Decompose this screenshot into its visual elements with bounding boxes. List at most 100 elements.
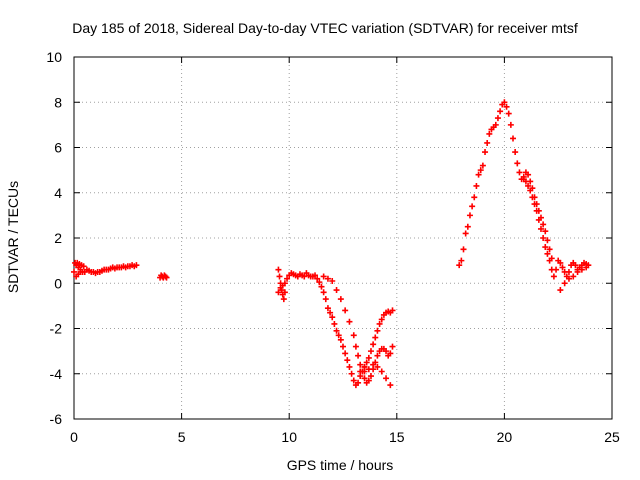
data-point	[505, 110, 512, 117]
data-point	[561, 280, 568, 287]
data-point	[280, 296, 287, 303]
data-point	[378, 368, 385, 375]
data-point	[574, 268, 581, 275]
data-point	[333, 287, 340, 294]
data-point	[514, 160, 521, 167]
data-point	[464, 223, 471, 230]
data-point	[370, 341, 377, 348]
data-point	[542, 228, 549, 235]
data-point	[342, 350, 349, 357]
data-point	[365, 354, 372, 361]
data-point	[350, 377, 357, 384]
series-segment-midday	[275, 266, 396, 389]
data-point	[486, 130, 493, 137]
data-point	[275, 289, 282, 296]
data-point	[374, 327, 381, 334]
data-point	[374, 363, 381, 370]
data-point	[387, 350, 394, 357]
data-point	[331, 320, 338, 327]
data-point	[324, 275, 331, 282]
data-point	[466, 212, 473, 219]
data-point	[507, 121, 514, 128]
data-point	[348, 370, 355, 377]
data-point	[540, 235, 547, 241]
data-point	[163, 274, 170, 281]
data-point	[469, 203, 476, 210]
x-tick-label: 5	[178, 429, 186, 445]
data-point	[383, 348, 390, 355]
data-point	[559, 264, 566, 271]
data-point	[378, 316, 385, 323]
data-point	[342, 307, 349, 314]
data-point	[546, 246, 553, 253]
data-point	[77, 268, 84, 275]
chart-title: Day 185 of 2018, Sidereal Day-to-day VTE…	[72, 20, 578, 36]
y-tick-label: 8	[54, 94, 62, 110]
data-point	[363, 359, 370, 366]
data-point	[329, 277, 336, 284]
axes	[73, 56, 613, 420]
data-point	[281, 289, 288, 296]
y-tick-label: 4	[54, 185, 62, 201]
data-point	[533, 201, 540, 208]
data-point	[550, 273, 557, 280]
data-point	[281, 280, 288, 287]
data-point	[337, 336, 344, 343]
data-point	[503, 103, 510, 110]
data-point	[374, 352, 381, 359]
data-point	[275, 266, 282, 273]
data-point	[329, 314, 336, 321]
data-point	[324, 305, 331, 312]
data-point	[548, 255, 555, 262]
data-point	[367, 348, 374, 355]
y-tick-label: 10	[46, 49, 62, 65]
data-point	[340, 343, 346, 350]
data-point	[372, 334, 379, 341]
x-tick-label: 15	[389, 429, 405, 445]
tick-labels: 0 5 10 15 20 25 -6 -4 -2 0 2 4 6 8 10	[46, 49, 620, 445]
data-point	[333, 327, 340, 334]
data-point	[492, 121, 499, 128]
data-point	[350, 332, 357, 339]
data-point	[312, 272, 319, 279]
data-point	[516, 169, 523, 176]
data-point	[557, 287, 564, 294]
data-point	[344, 357, 351, 364]
data-point	[553, 266, 560, 273]
data-point	[327, 309, 334, 316]
data-point	[460, 246, 467, 253]
data-point	[542, 244, 549, 251]
data-point	[361, 375, 368, 382]
data-point	[346, 318, 353, 325]
y-tick-label: -4	[50, 366, 63, 382]
data-point	[133, 262, 140, 269]
series-segment-early-morning	[71, 259, 140, 280]
data-point	[365, 366, 372, 373]
data-point	[565, 268, 572, 275]
data-point	[367, 373, 374, 380]
data-point	[462, 230, 469, 237]
data-point	[572, 262, 579, 269]
data-point	[477, 167, 484, 174]
data-point	[527, 178, 534, 185]
data-point	[471, 194, 478, 201]
data-point	[318, 283, 325, 290]
data-point	[525, 171, 532, 178]
data-point	[512, 149, 519, 156]
data-point	[544, 250, 551, 257]
data-point	[276, 273, 283, 280]
data-point	[570, 273, 577, 280]
data-point	[162, 273, 169, 280]
data-point	[365, 377, 372, 384]
data-point	[540, 221, 547, 228]
data-point	[497, 108, 504, 115]
y-tick-label: 2	[54, 230, 62, 246]
data-point	[484, 139, 491, 146]
data-point	[578, 266, 585, 273]
data-point	[355, 379, 362, 386]
data-point	[376, 320, 383, 327]
data-points	[71, 99, 592, 389]
data-point	[389, 307, 396, 314]
data-point	[510, 135, 517, 142]
